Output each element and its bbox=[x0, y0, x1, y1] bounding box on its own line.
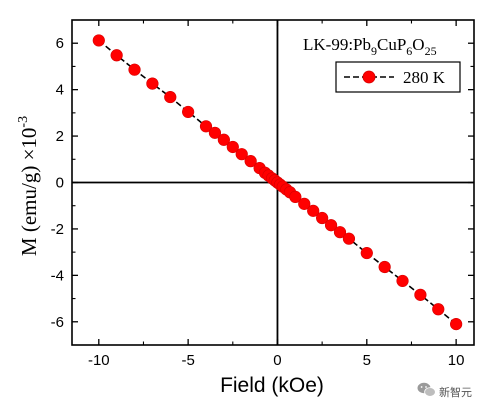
y-tick-label: -2 bbox=[51, 221, 64, 238]
data-point bbox=[244, 155, 257, 168]
annotation-mid-2: O bbox=[412, 35, 424, 54]
data-point bbox=[307, 204, 320, 217]
watermark: 新智元 bbox=[417, 382, 472, 399]
data-point bbox=[208, 126, 222, 139]
data-point bbox=[298, 197, 311, 210]
watermark-text: 新智元 bbox=[439, 385, 472, 399]
legend: 280 K bbox=[335, 61, 461, 93]
data-point bbox=[289, 190, 302, 203]
annotation-sub-3: 25 bbox=[425, 44, 437, 58]
data-point bbox=[324, 219, 338, 232]
annotation-sub-2: 6 bbox=[406, 44, 412, 58]
data-point bbox=[333, 226, 347, 239]
annotation-prefix: LK-99:Pb bbox=[303, 35, 371, 54]
data-point bbox=[432, 303, 445, 316]
y-tick-label: 0 bbox=[56, 175, 64, 192]
legend-marker bbox=[362, 70, 376, 84]
data-point bbox=[396, 274, 409, 288]
ticks: -10 -5 0 5 10 -6 -4 -2 0 2 4 6 bbox=[51, 20, 474, 369]
material-annotation: LK-99:Pb9CuP6O25 bbox=[303, 35, 437, 58]
x-tick-label: 5 bbox=[363, 352, 371, 369]
data-point bbox=[182, 105, 195, 119]
x-tick-label: -10 bbox=[88, 352, 110, 369]
data-point bbox=[316, 211, 329, 225]
data-point bbox=[342, 232, 356, 245]
data-point bbox=[360, 246, 373, 260]
x-tick-label: 10 bbox=[448, 352, 465, 369]
wechat-icon bbox=[417, 382, 436, 397]
y-tick-label: 2 bbox=[56, 128, 64, 145]
data-point bbox=[146, 77, 159, 90]
data-point bbox=[199, 120, 213, 133]
data-point bbox=[164, 90, 177, 104]
y-tick-label: -6 bbox=[51, 314, 64, 331]
data-point bbox=[414, 288, 427, 301]
series-layer bbox=[92, 34, 463, 331]
data-point bbox=[235, 148, 248, 161]
y-axis-title-main: M (emu/g) ×10 bbox=[17, 128, 41, 257]
data-point bbox=[217, 133, 230, 146]
data-point bbox=[378, 260, 391, 274]
legend-label: 280 K bbox=[403, 68, 446, 87]
y-axis-title: M (emu/g) ×10-3 bbox=[16, 116, 41, 256]
x-tick-label: -5 bbox=[181, 352, 194, 369]
y-tick-label: -4 bbox=[51, 267, 64, 284]
data-point bbox=[92, 34, 105, 47]
y-axis-title-exponent: -3 bbox=[16, 116, 31, 128]
annotation-mid-1: CuP bbox=[377, 35, 406, 54]
data-point bbox=[226, 140, 239, 154]
x-tick-label: 0 bbox=[273, 352, 281, 369]
y-tick-label: 6 bbox=[56, 35, 64, 52]
svg-text:M (emu/g) ×10-3: M (emu/g) ×10-3 bbox=[16, 116, 41, 256]
y-tick-label: 4 bbox=[56, 82, 64, 99]
data-point bbox=[128, 63, 141, 76]
x-axis-title: Field (kOe) bbox=[220, 374, 324, 397]
annotation-sub-1: 9 bbox=[371, 44, 377, 58]
data-point bbox=[450, 318, 463, 331]
data-point bbox=[110, 49, 123, 62]
